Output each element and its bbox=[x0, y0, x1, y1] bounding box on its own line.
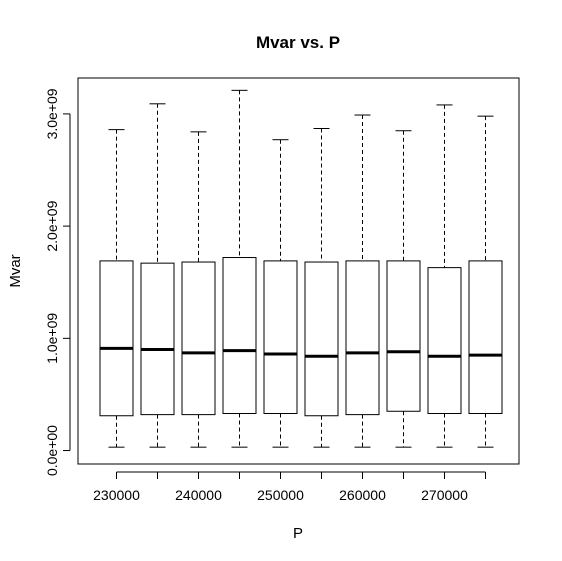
iqr-box bbox=[140, 262, 175, 416]
iqr-box bbox=[181, 261, 216, 416]
iqr-box bbox=[427, 267, 462, 415]
y-tick-label: 1.0e+09 bbox=[44, 313, 60, 364]
box-265000 bbox=[386, 130, 421, 448]
x-tick-label: 260000 bbox=[339, 487, 386, 503]
iqr-box bbox=[468, 260, 503, 415]
box-260000 bbox=[345, 114, 380, 448]
y-tick-label: 2.0e+09 bbox=[44, 200, 60, 251]
iqr-box bbox=[99, 260, 134, 417]
x-tick-label: 270000 bbox=[421, 487, 468, 503]
x-tick-label: 240000 bbox=[175, 487, 222, 503]
x-tick-label: 250000 bbox=[257, 487, 304, 503]
box-240000 bbox=[181, 131, 216, 448]
box-245000 bbox=[222, 89, 257, 448]
iqr-box bbox=[386, 260, 421, 412]
y-tick-label: 0.0e+00 bbox=[44, 425, 60, 476]
iqr-box bbox=[222, 257, 257, 415]
boxes-group bbox=[99, 89, 503, 448]
y-axis: 0.0e+00 1.0e+09 2.0e+09 3.0e+09 bbox=[44, 88, 71, 476]
box-275000 bbox=[468, 115, 503, 448]
box-250000 bbox=[263, 139, 298, 448]
x-axis-label: P bbox=[293, 525, 303, 542]
box-230000 bbox=[99, 129, 134, 448]
y-tick-label: 3.0e+09 bbox=[44, 88, 60, 139]
box-270000 bbox=[427, 104, 462, 448]
x-axis: 230000 240000 250000 260000 270000 bbox=[93, 471, 486, 503]
x-tick-label: 230000 bbox=[93, 487, 140, 503]
plot-frame bbox=[77, 77, 520, 465]
chart-title: Mvar vs. P bbox=[256, 33, 340, 52]
iqr-box bbox=[263, 260, 298, 415]
iqr-box bbox=[345, 260, 380, 416]
y-axis-label: Mvar bbox=[7, 254, 24, 287]
box-255000 bbox=[304, 127, 339, 448]
box-235000 bbox=[140, 103, 175, 448]
iqr-box bbox=[304, 261, 339, 417]
